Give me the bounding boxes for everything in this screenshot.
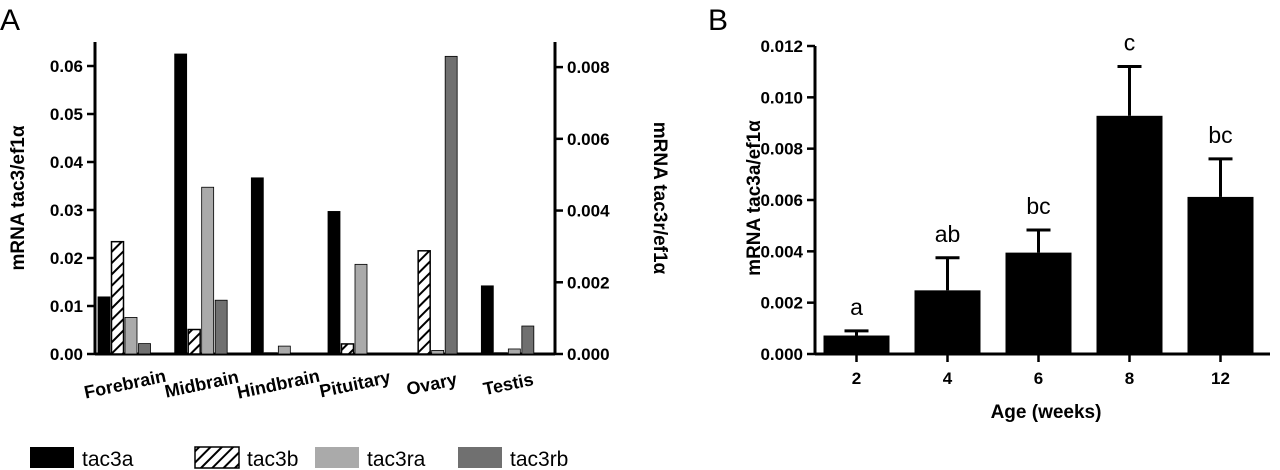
panel-a-right-axis-title: mRNA tac3r/ef1α [649, 122, 670, 275]
bar-tac3ra-ovary [431, 350, 445, 355]
bar-tac3b-pituitary [340, 343, 355, 355]
tick-label: 0.002 [760, 294, 803, 313]
bar-tac3a-testis [480, 285, 494, 355]
category-label: Ovary [405, 369, 459, 399]
legend-label-tac3a: tac3a [82, 448, 134, 470]
left-tick-label: 0.03 [50, 201, 83, 220]
right-tick-label: 0.008 [567, 58, 610, 77]
category-label: Midbrain [163, 367, 241, 402]
legend-swatch-tac3b [194, 446, 240, 469]
tick-label: 0.000 [760, 345, 803, 364]
legend-swatch-tac3rb [458, 447, 502, 468]
x-tick-label: 2 [852, 369, 861, 388]
significance-label: c [1124, 30, 1136, 56]
bar-week-8 [1096, 115, 1163, 355]
bar-week-6 [1005, 252, 1072, 354]
bar-tac3rb-ovary [444, 55, 458, 355]
left-tick-label: 0.01 [50, 297, 83, 316]
bar-tac3ra-testis [507, 348, 521, 355]
category-label: Hindbrain [235, 366, 321, 403]
x-tick-label: 6 [1034, 369, 1043, 388]
tick-label: 0.004 [760, 242, 803, 261]
right-tick-label: 0.004 [567, 202, 610, 221]
significance-label: a [850, 294, 863, 320]
left-tick-label: 0.05 [50, 105, 83, 124]
tick-label: 0.008 [760, 140, 803, 159]
bar-tac3ra-hindbrain [277, 345, 291, 355]
panel-a-label: A [0, 4, 20, 37]
panel-b-x-axis-title: Age (weeks) [991, 402, 1102, 423]
legend-label-tac3rb: tac3rb [510, 448, 568, 470]
bar-tac3a-pituitary [327, 211, 341, 355]
bar-week-12 [1187, 196, 1254, 354]
bar-tac3b-forebrain [110, 240, 125, 355]
x-tick-label: 4 [943, 369, 953, 388]
right-tick-label: 0.006 [567, 130, 610, 149]
bar-tac3b-testis [494, 352, 508, 355]
x-tick-label: 8 [1125, 369, 1134, 388]
bar-tac3a-midbrain [174, 53, 188, 355]
bar-tac3ra-midbrain [201, 186, 215, 355]
left-tick-label: 0.06 [50, 57, 83, 76]
bar-tac3rb-testis [521, 325, 535, 355]
left-tick-label: 0.02 [50, 249, 83, 268]
panel-a-left-axis-title: mRNA tac3/ef1α [8, 125, 29, 270]
tick-label: 0.010 [760, 88, 803, 107]
legend-label-tac3ra: tac3ra [367, 448, 426, 470]
tick-label: 0.012 [760, 37, 803, 56]
left-tick-label: 0.04 [50, 153, 84, 172]
bar-week-2 [823, 335, 890, 354]
category-label: Forebrain [82, 366, 167, 403]
bar-tac3b-hindbrain [264, 352, 278, 355]
bar-tac3rb-midbrain [214, 299, 228, 355]
bar-tac3ra-forebrain [124, 317, 138, 355]
right-tick-label: 0.000 [567, 345, 610, 364]
bar-week-4 [914, 290, 981, 354]
bar-tac3a-forebrain [97, 296, 111, 355]
bar-tac3a-hindbrain [250, 177, 264, 355]
panel-b-plot: 0.000 0.002 0.004 0.006 0.008 0.010 0.012 a 2 ab 4… [760, 30, 1270, 388]
category-label: Pituitary [318, 367, 393, 402]
bar-tac3b-midbrain [187, 328, 201, 355]
bar-tac3ra-pituitary [354, 263, 368, 355]
significance-label: ab [935, 221, 961, 247]
category-label: Testis [481, 369, 535, 399]
bar-tac3rb-forebrain [138, 343, 151, 355]
significance-label: bc [1026, 193, 1050, 219]
panel-b-label: B [708, 4, 728, 37]
legend-swatch-tac3ra [315, 447, 359, 468]
legend-swatch-tac3a [30, 447, 74, 468]
right-tick-label: 0.002 [567, 273, 610, 292]
legend-label-tac3b: tac3b [247, 448, 298, 470]
significance-label: bc [1208, 122, 1232, 148]
panel-b-y-axis-title: mRNA tac3a/ef1α [744, 120, 765, 276]
left-tick-label: 0.00 [50, 345, 83, 364]
panel-a-legend: tac3a tac3b tac3ra tac3rb [30, 446, 568, 470]
tick-label: 0.006 [760, 191, 803, 210]
panel-a-plot: 0.00 0.01 0.02 0.03 0.04 0.05 0.06 0.000 0.002 0.… [50, 42, 610, 403]
bar-tac3b-ovary [417, 250, 431, 355]
x-tick-label: 12 [1211, 369, 1230, 388]
